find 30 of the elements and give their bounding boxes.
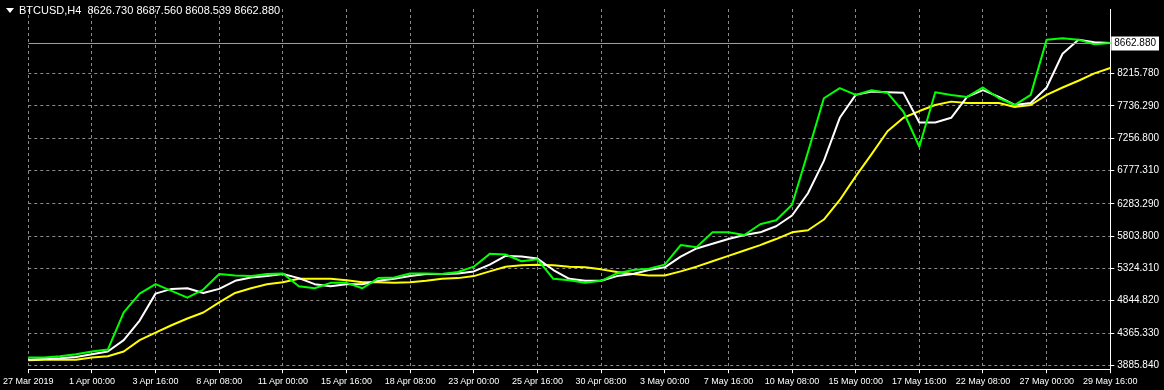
- x-tick-label: 7 May 16:00: [703, 376, 754, 387]
- x-tick-label: 11 Apr 00:00: [257, 376, 309, 387]
- x-tick-label: 29 May 16:00: [1083, 376, 1138, 387]
- x-tick-label: 1 Apr 00:00: [68, 376, 115, 387]
- y-tick-label: 3885.840: [1117, 359, 1160, 371]
- x-tick-label: 15 May 00:00: [828, 376, 883, 387]
- x-tick-label: 15 Apr 16:00: [320, 376, 373, 387]
- ref-line-label: 8662.880: [1114, 37, 1157, 49]
- y-tick-label: 4365.330: [1117, 326, 1160, 338]
- x-tick-label: 3 Apr 16:00: [132, 376, 179, 387]
- x-tick-label: 27 Mar 2019: [2, 376, 54, 387]
- x-tick-label: 27 May 00:00: [1019, 376, 1074, 387]
- y-tick-label: 7736.290: [1117, 99, 1160, 111]
- y-tick-label: 8215.780: [1117, 67, 1160, 79]
- x-tick-label: 8 Apr 08:00: [196, 376, 243, 387]
- y-tick-label: 7256.800: [1117, 131, 1160, 143]
- y-tick-label: 6777.310: [1117, 164, 1160, 176]
- x-tick-label: 10 May 08:00: [764, 376, 820, 387]
- x-tick-label: 30 Apr 08:00: [575, 376, 627, 387]
- x-tick-label: 23 Apr 00:00: [448, 376, 500, 387]
- y-tick-label: 5803.800: [1117, 229, 1160, 241]
- x-tick-label: 18 Apr 08:00: [384, 376, 436, 387]
- x-tick-label: 17 May 16:00: [892, 376, 947, 387]
- x-tick-label: 22 May 08:00: [955, 376, 1011, 387]
- x-tick-label: 3 May 00:00: [639, 376, 690, 387]
- y-tick-label: 6283.290: [1117, 197, 1160, 209]
- x-tick-label: 25 Apr 16:00: [511, 376, 563, 387]
- y-tick-label: 5324.310: [1117, 262, 1160, 274]
- y-tick-label: 4844.820: [1117, 294, 1160, 306]
- chart-title: BTCUSD,H4 8626.730 8687.560 8608.539 8662.880: [19, 4, 281, 16]
